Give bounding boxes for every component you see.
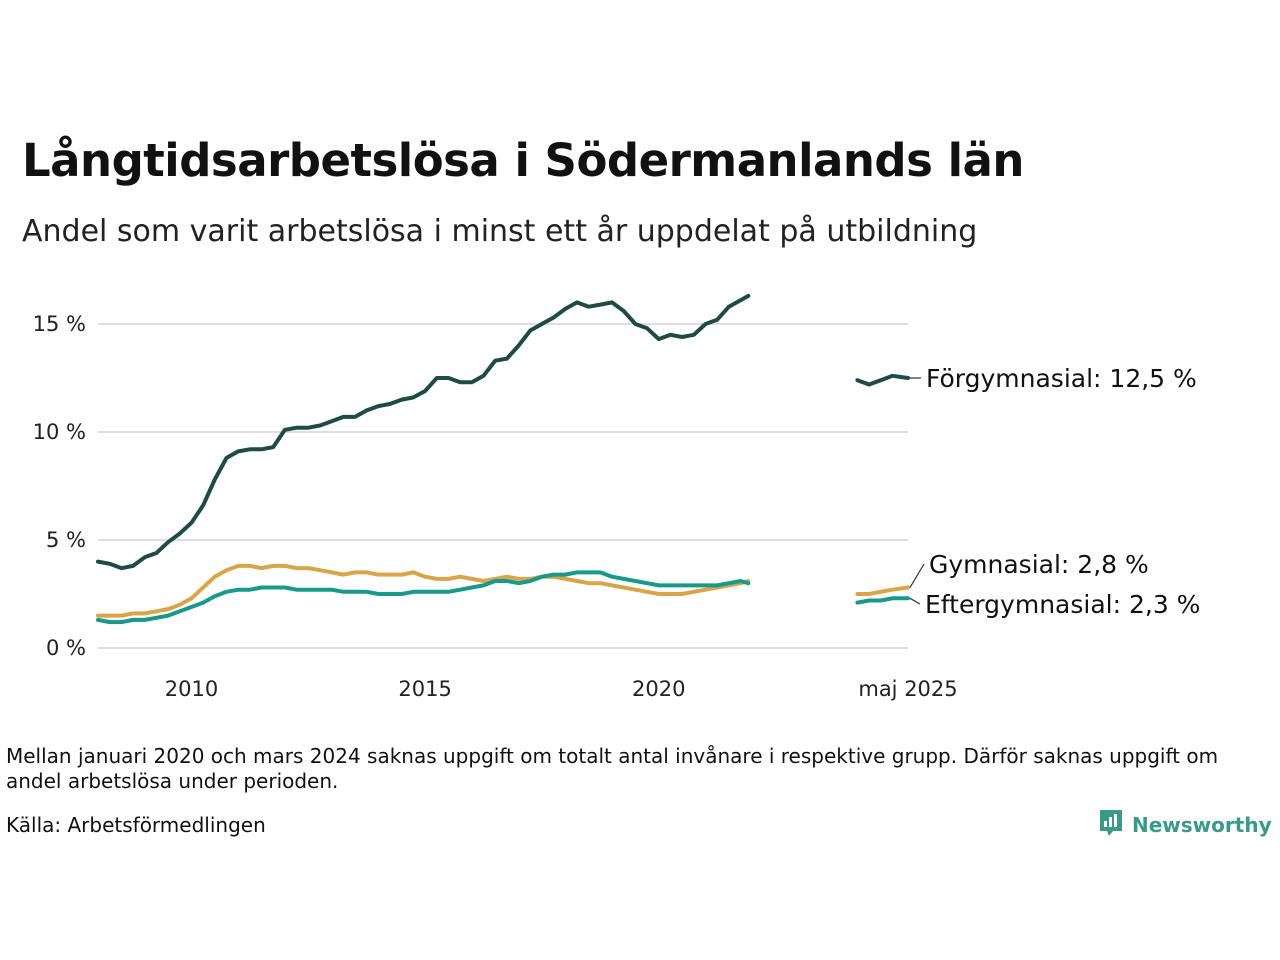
series-label: Gymnasial: 2,8 % <box>929 550 1149 579</box>
x-tick-label: maj 2025 <box>858 677 957 701</box>
newsworthy-logo-icon <box>1098 808 1124 842</box>
leader-line <box>909 597 921 605</box>
x-axis: 2010 2015 2020 maj 2025 <box>165 677 958 701</box>
series-line <box>96 570 751 625</box>
series-line <box>96 563 751 618</box>
series-line <box>96 293 751 571</box>
y-tick-label: 10 % <box>33 420 86 444</box>
series-labels: Förgymnasial: 12,5 % Gymnasial: 2,8 % Efte… <box>909 364 1200 619</box>
brand-logo: Newsworthy <box>1098 808 1272 842</box>
chart-title: Långtidsarbetslösa i Södermanlands län <box>22 134 1024 187</box>
chart-subtitle: Andel som varit arbetslösa i minst ett å… <box>22 214 978 249</box>
gridlines <box>98 323 908 649</box>
y-tick-label: 0 % <box>46 636 86 660</box>
brand-name: Newsworthy <box>1132 813 1272 837</box>
source-text: Källa: Arbetsförmedlingen <box>6 813 266 837</box>
series-line <box>855 596 910 605</box>
y-tick-label: 15 % <box>33 312 86 336</box>
footnote: Mellan januari 2020 och mars 2024 saknas… <box>6 744 1219 793</box>
series-line <box>855 373 910 387</box>
leader-line <box>909 563 925 588</box>
line-chart: 0 % 5 % 10 % 15 % 2010 2015 2020 maj 2025 Förg… <box>33 293 1200 701</box>
y-axis: 0 % 5 % 10 % 15 % <box>33 312 86 660</box>
series-label: Förgymnasial: 12,5 % <box>926 364 1197 393</box>
series-lines <box>96 293 910 625</box>
x-tick-label: 2015 <box>398 677 451 701</box>
x-tick-label: 2010 <box>165 677 218 701</box>
x-tick-label: 2020 <box>632 677 685 701</box>
y-tick-label: 5 % <box>46 528 86 552</box>
series-line <box>855 585 910 596</box>
series-label: Eftergymnasial: 2,3 % <box>925 590 1200 619</box>
